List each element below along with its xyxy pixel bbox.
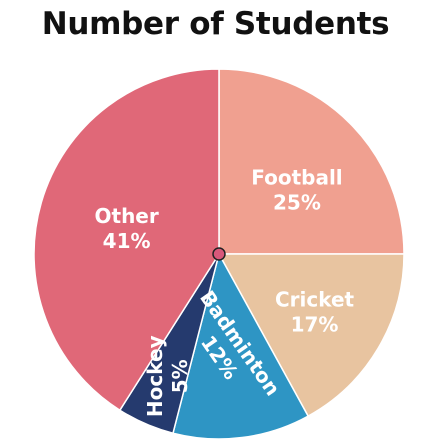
slice-value-hockey: 5% (168, 359, 192, 393)
pie-slice-football (218, 68, 405, 255)
slice-value-football: 25% (273, 191, 321, 215)
pie-slice-cricket (217, 253, 405, 418)
center-marker (212, 247, 226, 261)
slice-label-cricket: Cricket (275, 288, 355, 312)
slice-value-other: 41% (103, 229, 151, 253)
chart-title: Number of Students (41, 6, 390, 42)
slice-value-cricket: 17% (291, 313, 339, 337)
pie-slice-badminton (172, 251, 310, 440)
slice-label-group-hockey: Hockey 5% (143, 335, 192, 417)
pie-slice-other (33, 68, 220, 412)
slice-label-football: Football (251, 166, 342, 190)
slice-label-hockey: Hockey (143, 335, 167, 417)
slice-label-other: Other (95, 204, 159, 228)
